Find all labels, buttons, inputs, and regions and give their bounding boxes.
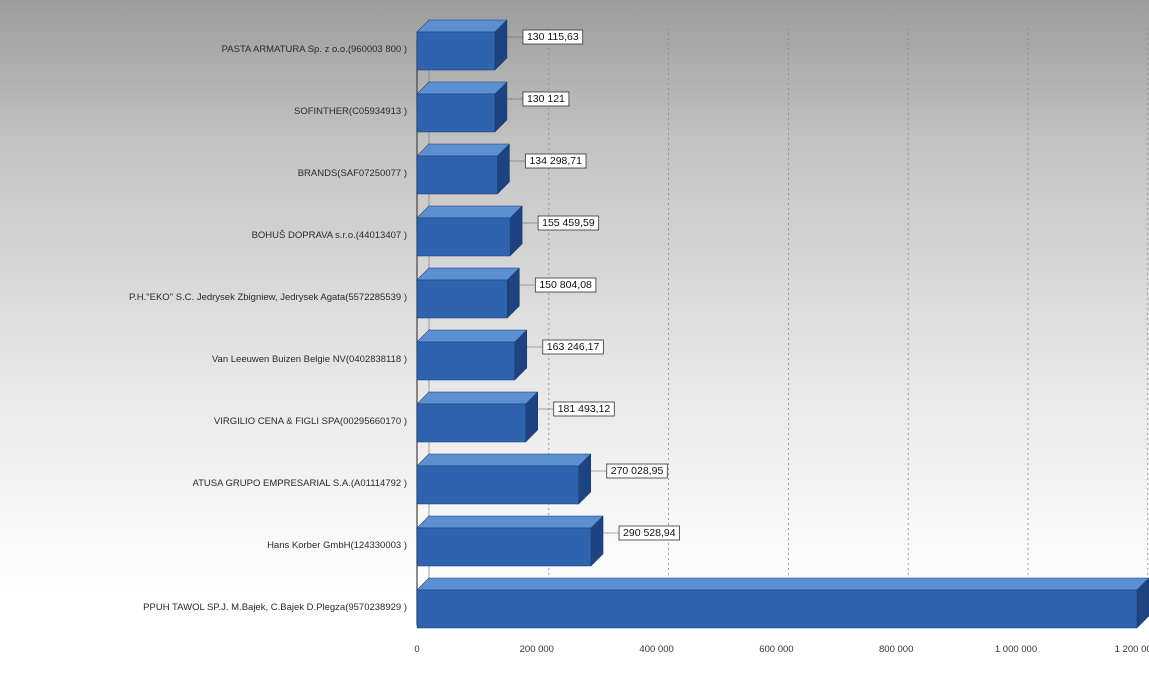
bar-front-face xyxy=(416,527,592,567)
x-tick-label: 1 000 000 xyxy=(995,644,1037,655)
bar xyxy=(416,19,508,71)
category-label: PASTA ARMATURA Sp. z o.o.(960003 800 ) xyxy=(222,44,407,55)
x-tick-label: 0 xyxy=(414,644,419,655)
bar-front-face xyxy=(416,31,496,71)
bar-top-face xyxy=(416,515,604,529)
bar xyxy=(416,453,592,505)
value-label: 155 459,59 xyxy=(542,217,595,229)
value-label: 163 246,17 xyxy=(547,341,600,353)
x-tick-label: 600 000 xyxy=(759,644,793,655)
value-label: 130 115,63 xyxy=(527,31,579,43)
bar xyxy=(416,143,511,195)
bar-top-face xyxy=(416,267,520,281)
bar-top-face xyxy=(416,577,1149,591)
bar xyxy=(416,267,520,319)
bar xyxy=(416,205,523,257)
value-label: 290 528,94 xyxy=(623,527,676,539)
bar-front-face xyxy=(416,217,511,257)
bar xyxy=(416,329,528,381)
bar xyxy=(416,391,539,443)
bar-top-face xyxy=(416,19,508,33)
value-label: 134 298,71 xyxy=(529,155,582,167)
bar-front-face xyxy=(416,403,526,443)
bar-front-face xyxy=(416,589,1138,629)
bar xyxy=(416,81,508,133)
bar-front-face xyxy=(416,155,498,195)
value-label: 150 804,08 xyxy=(539,279,592,291)
x-tick-label: 800 000 xyxy=(879,644,913,655)
category-label: BOHUŠ DOPRAVA s.r.o.(44013407 ) xyxy=(252,230,407,241)
category-label: BRANDS(SAF07250077 ) xyxy=(298,168,407,179)
category-label: VIRGILIO CENA & FIGLI SPA(00295660170 ) xyxy=(214,416,407,427)
value-label: 270 028,95 xyxy=(611,465,664,477)
bar-front-face xyxy=(416,341,516,381)
category-label: ATUSA GRUPO EMPRESARIAL S.A.(A01114792 ) xyxy=(192,478,407,489)
category-label: Van Leeuwen Buizen Belgie NV(0402838118 … xyxy=(212,354,407,365)
bar-top-face xyxy=(416,143,511,157)
bar-top-face xyxy=(416,329,528,343)
category-label: PPUH TAWOL SP.J. M.Bajek, C.Bajek D.Pleg… xyxy=(143,602,407,613)
category-label: Hans Korber GmbH(124330003 ) xyxy=(267,540,407,551)
x-tick-label: 200 000 xyxy=(520,644,554,655)
bar-top-face xyxy=(416,205,523,219)
bar-top-face xyxy=(416,391,539,405)
bar-front-face xyxy=(416,93,496,133)
bar-top-face xyxy=(416,453,592,467)
value-label: 130 121 xyxy=(527,93,565,105)
x-tick-label: 400 000 xyxy=(639,644,673,655)
value-label: 181 493,12 xyxy=(558,403,611,415)
category-label: SOFINTHER(C05934913 ) xyxy=(294,106,407,117)
x-tick-label: 1 200 000 xyxy=(1115,644,1149,655)
category-label: P.H."EKO" S.C. Jedrysek Zbigniew, Jedrys… xyxy=(129,292,407,303)
bar-front-face xyxy=(416,279,508,319)
bar-top-face xyxy=(416,81,508,95)
bar xyxy=(416,577,1149,629)
bar-front-face xyxy=(416,465,579,505)
bar xyxy=(416,515,604,567)
